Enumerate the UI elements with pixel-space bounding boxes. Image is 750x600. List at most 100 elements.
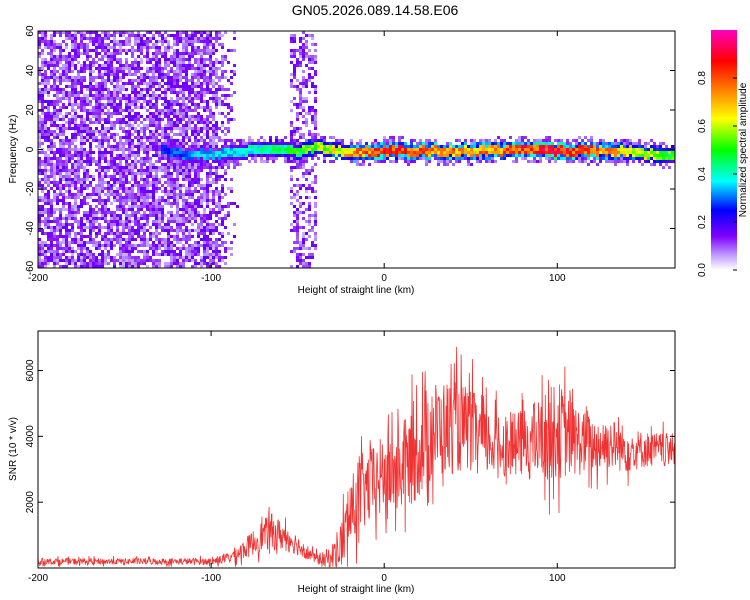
spectrogram-cell	[215, 157, 218, 160]
spectrogram-cell	[332, 154, 335, 157]
spectrogram-cell	[86, 31, 89, 34]
spectrogram-cell	[83, 256, 86, 259]
spectrogram-cell	[164, 244, 167, 247]
spectrogram-cell	[68, 67, 71, 70]
spectrogram-cell	[518, 142, 521, 145]
spectrogram-cell	[290, 148, 293, 151]
spectrogram-cell	[173, 133, 176, 136]
spectrogram-cell	[536, 139, 539, 142]
spectrogram-cell	[65, 136, 68, 139]
spectrogram-cell	[62, 151, 65, 154]
spectrogram-cell	[293, 160, 296, 163]
spectrogram-cell	[50, 214, 53, 217]
spectrogram-cell	[47, 139, 50, 142]
spectrogram-cell	[479, 145, 482, 148]
spectrogram-cell	[146, 220, 149, 223]
spectrogram-cell	[44, 220, 47, 223]
spectrogram-cell	[110, 64, 113, 67]
spectrogram-cell	[275, 151, 278, 154]
spectrogram-cell	[83, 139, 86, 142]
spectrogram-cell	[41, 142, 44, 145]
spectrogram-cell	[452, 157, 455, 160]
spectrogram-cell	[359, 163, 362, 166]
spectrogram-cell	[227, 247, 230, 250]
spectrogram-cell	[203, 190, 206, 193]
spectrogram-cell	[200, 64, 203, 67]
spectrogram-cell	[125, 208, 128, 211]
spectrogram-cell	[53, 169, 56, 172]
spectrogram-cell	[491, 151, 494, 154]
spectrogram-cell	[305, 43, 308, 46]
spectrogram-cell	[209, 262, 212, 265]
spectrogram-cell	[56, 256, 59, 259]
spectrogram-cell	[587, 145, 590, 148]
spectrogram-cell	[89, 67, 92, 70]
spectrogram-cell	[191, 49, 194, 52]
spectrogram-cell	[554, 151, 557, 154]
spectrogram-cell	[176, 148, 179, 151]
spectrogram-cell	[137, 136, 140, 139]
spectrogram-cell	[209, 199, 212, 202]
spectrogram-cell	[59, 76, 62, 79]
spectrogram-cell	[107, 223, 110, 226]
spectrogram-cell	[119, 58, 122, 61]
spectrogram-cell	[131, 196, 134, 199]
spectrogram-cell	[38, 31, 41, 34]
spectrogram-cell	[95, 37, 98, 40]
spectrogram-cell	[83, 199, 86, 202]
spectrogram-cell	[146, 154, 149, 157]
spectrogram-cell	[95, 184, 98, 187]
spectrogram-cell	[224, 97, 227, 100]
spectrogram-cell	[206, 253, 209, 256]
spectrogram-cell	[167, 70, 170, 73]
spectrogram-cell	[83, 142, 86, 145]
spectrogram-cell	[68, 229, 71, 232]
spectrogram-cell	[173, 178, 176, 181]
spectrogram-cell	[50, 76, 53, 79]
spectrogram-cell	[68, 184, 71, 187]
spectrogram-cell	[206, 82, 209, 85]
spectrogram-cell	[455, 154, 458, 157]
spectrogram-cell	[230, 178, 233, 181]
spectrogram-cell	[617, 142, 620, 145]
spectrogram-cell	[158, 178, 161, 181]
spectrogram-cell	[116, 88, 119, 91]
spectrogram-cell	[98, 211, 101, 214]
spectrogram-cell	[590, 145, 593, 148]
spectrogram-cell	[128, 136, 131, 139]
spectrogram-cell	[83, 184, 86, 187]
spectrogram-cell	[74, 139, 77, 142]
spectrogram-cell	[53, 64, 56, 67]
spectrogram-cell	[170, 58, 173, 61]
spectrogram-cell	[185, 208, 188, 211]
spectrogram-cell	[146, 151, 149, 154]
spectrogram-cell	[152, 184, 155, 187]
spectrogram-cell	[200, 148, 203, 151]
spectrogram-cell	[203, 37, 206, 40]
spectrogram-cell	[188, 205, 191, 208]
spectrogram-cell	[221, 223, 224, 226]
spectrogram-cell	[560, 148, 563, 151]
spectrogram-cell	[191, 184, 194, 187]
spectrogram-cell	[53, 130, 56, 133]
spectrogram-cell	[239, 139, 242, 142]
spectrogram-cell	[212, 145, 215, 148]
spectrogram-cell	[299, 211, 302, 214]
spectrogram-cell	[197, 130, 200, 133]
spectrogram-cell	[191, 103, 194, 106]
spectrogram-cell	[53, 175, 56, 178]
spectrogram-cell	[317, 142, 320, 145]
spectrogram-cell	[296, 151, 299, 154]
spectrogram-cell	[149, 232, 152, 235]
spectrogram-cell	[311, 244, 314, 247]
spectrogram-cell	[464, 151, 467, 154]
spectrogram-cell	[107, 67, 110, 70]
spectrogram-cell	[341, 139, 344, 142]
spectrogram-cell	[437, 151, 440, 154]
spectrogram-cell	[305, 232, 308, 235]
spectrogram-cell	[473, 157, 476, 160]
spectrogram-cell	[209, 151, 212, 154]
spectrogram-cell	[107, 76, 110, 79]
spectrogram-cell	[149, 256, 152, 259]
spectrogram-cell	[353, 145, 356, 148]
